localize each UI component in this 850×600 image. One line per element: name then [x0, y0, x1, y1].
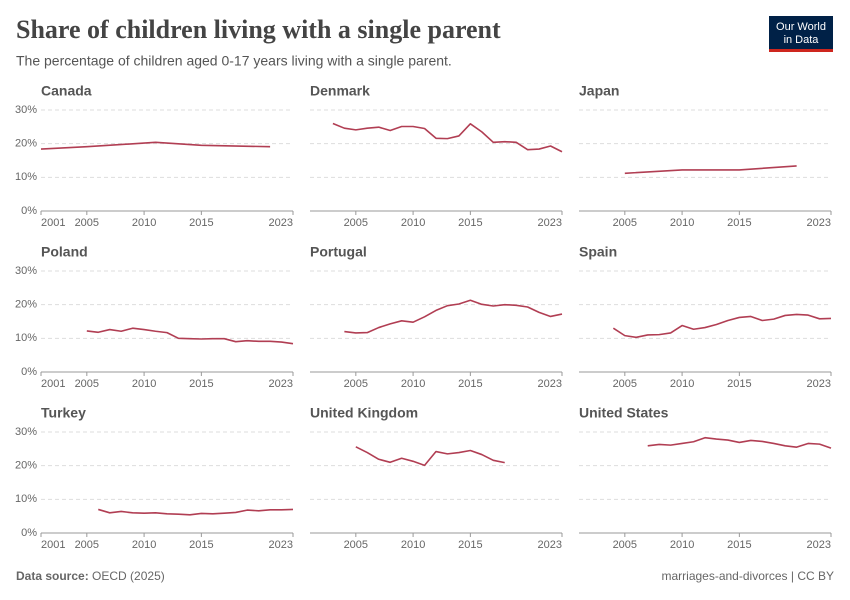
x-tick-label: 2023 [538, 539, 562, 551]
x-tick-label: 2023 [807, 217, 831, 229]
logo-stripe [769, 49, 833, 52]
data-line [647, 436, 832, 449]
x-tick-label: 2015 [458, 539, 482, 551]
x-tick-label: 2010 [401, 217, 425, 229]
data-line [624, 165, 797, 175]
y-tick-label: 30% [15, 265, 37, 277]
source-label: Data source: [16, 569, 89, 583]
x-tick-label: 2005 [75, 539, 99, 551]
data-line [612, 313, 832, 339]
y-tick-label: 10% [15, 493, 37, 505]
y-tick-label: 0% [21, 205, 37, 217]
license: marriages-and-divorces | CC BY [661, 569, 834, 583]
data-line [344, 299, 563, 334]
y-tick-label: 20% [15, 460, 37, 472]
x-tick-label: 2023 [538, 378, 562, 390]
y-tick-label: 10% [15, 171, 37, 183]
panel-title: Poland [41, 244, 88, 260]
x-tick-label: 2005 [344, 217, 368, 229]
x-tick-label: 2010 [401, 539, 425, 551]
x-tick-label: 2010 [670, 378, 694, 390]
panel-title: United States [579, 405, 669, 421]
data-line [98, 508, 294, 516]
x-tick-label: 2010 [132, 378, 156, 390]
panel-title: Japan [579, 83, 619, 99]
x-tick-label: 2010 [132, 217, 156, 229]
data-line [86, 327, 294, 345]
x-tick-label: 2015 [189, 378, 213, 390]
x-tick-label: 2005 [613, 539, 637, 551]
panel-title: Spain [579, 244, 617, 260]
x-tick-label: 2015 [727, 217, 751, 229]
x-tick-label: 2005 [344, 539, 368, 551]
x-tick-label: 2023 [269, 539, 293, 551]
source-value: OECD (2025) [92, 569, 165, 583]
panel-title: Denmark [310, 83, 370, 99]
y-tick-label: 20% [15, 299, 37, 311]
logo-text: in Data [784, 34, 820, 46]
x-tick-label: 2023 [807, 539, 831, 551]
y-tick-label: 0% [21, 366, 37, 378]
x-tick-label: 2001 [41, 378, 65, 390]
x-tick-label: 2023 [269, 217, 293, 229]
panel-title: Turkey [41, 405, 86, 421]
y-tick-label: 30% [15, 426, 37, 438]
x-tick-label: 2015 [189, 217, 213, 229]
x-tick-label: 2023 [538, 217, 562, 229]
panel-title: Portugal [310, 244, 367, 260]
x-tick-label: 2005 [613, 217, 637, 229]
x-tick-label: 2005 [75, 217, 99, 229]
x-tick-label: 2023 [807, 378, 831, 390]
x-tick-label: 2015 [727, 378, 751, 390]
x-tick-label: 2010 [670, 217, 694, 229]
panel-title: Canada [41, 83, 92, 99]
data-line [40, 141, 271, 150]
logo-text: Our World [776, 21, 826, 33]
panel-title: United Kingdom [310, 405, 418, 421]
x-tick-label: 2005 [75, 378, 99, 390]
x-tick-label: 2015 [458, 217, 482, 229]
x-tick-label: 2010 [132, 539, 156, 551]
source: Data source: OECD (2025) [16, 569, 165, 583]
logo-box [769, 16, 833, 50]
y-tick-label: 10% [15, 332, 37, 344]
y-tick-label: 30% [15, 104, 37, 116]
y-tick-label: 0% [21, 527, 37, 539]
chart-subtitle: The percentage of children aged 0-17 yea… [16, 53, 452, 69]
x-tick-label: 2015 [189, 539, 213, 551]
chart-title: Share of children living with a single p… [16, 15, 501, 44]
y-tick-label: 20% [15, 138, 37, 150]
x-tick-label: 2005 [344, 378, 368, 390]
x-tick-label: 2010 [670, 539, 694, 551]
x-tick-label: 2010 [401, 378, 425, 390]
x-tick-label: 2001 [41, 539, 65, 551]
x-tick-label: 2015 [727, 539, 751, 551]
x-tick-label: 2001 [41, 217, 65, 229]
data-line [355, 446, 505, 467]
x-tick-label: 2005 [613, 378, 637, 390]
x-tick-label: 2015 [458, 378, 482, 390]
x-tick-label: 2023 [269, 378, 293, 390]
data-line [332, 122, 563, 153]
